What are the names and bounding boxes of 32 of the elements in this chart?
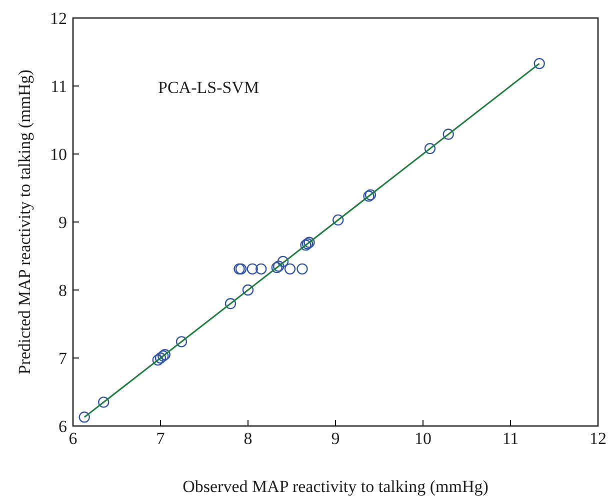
y-tick-label: 9 bbox=[58, 213, 67, 232]
point bbox=[277, 256, 289, 268]
point bbox=[224, 298, 236, 310]
y-tick-label: 8 bbox=[58, 281, 67, 300]
point bbox=[424, 142, 436, 154]
point bbox=[98, 396, 110, 408]
point bbox=[534, 58, 545, 70]
point bbox=[152, 354, 164, 366]
y-tick-label: 10 bbox=[50, 145, 67, 164]
y-tick-label: 12 bbox=[50, 9, 67, 28]
point bbox=[246, 263, 258, 275]
x-tick-label: 8 bbox=[244, 429, 252, 448]
point bbox=[242, 284, 254, 296]
y-tick-label: 7 bbox=[58, 349, 68, 368]
point bbox=[176, 336, 188, 348]
x-tick-label: 12 bbox=[590, 429, 606, 448]
x-axis-title: Observed MAP reactivity to talking (mmHg) bbox=[182, 477, 488, 496]
point bbox=[256, 263, 267, 275]
y-tick-label: 11 bbox=[50, 77, 67, 96]
y-axis-title: Predicted MAP reactivity to talking (mmHg) bbox=[15, 70, 34, 374]
point bbox=[154, 352, 166, 364]
x-tick-label: 9 bbox=[331, 429, 340, 448]
point bbox=[332, 214, 344, 226]
y-tick-label: 6 bbox=[58, 417, 67, 436]
point bbox=[78, 412, 90, 423]
point bbox=[284, 263, 296, 275]
annotation: PCA-LS-SVM bbox=[158, 78, 260, 97]
point bbox=[442, 128, 454, 140]
x-tick-label: 11 bbox=[502, 429, 519, 448]
point bbox=[296, 263, 308, 275]
x-tick-label: 7 bbox=[156, 429, 166, 448]
x-tick-label: 10 bbox=[414, 429, 432, 448]
